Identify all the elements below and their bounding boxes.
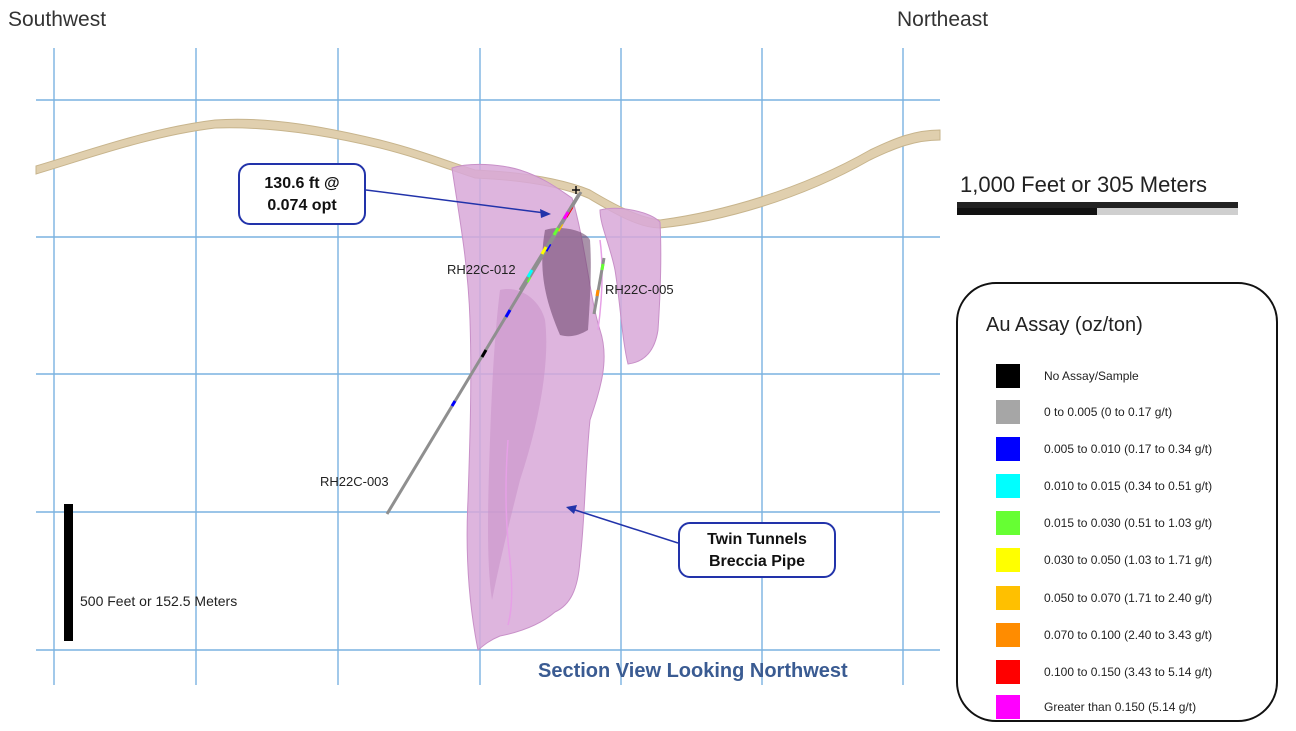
callout-arrow xyxy=(365,189,546,214)
pipe-outline xyxy=(597,239,603,331)
legend-swatch xyxy=(996,474,1020,498)
southwest-label: Southwest xyxy=(8,8,107,31)
legend-label: 0.100 to 0.150 (3.43 to 5.14 g/t) xyxy=(1044,665,1213,679)
legend-label: 0.015 to 0.030 (0.51 to 1.03 g/t) xyxy=(1044,516,1213,530)
pipe-lobe xyxy=(599,207,662,365)
horizontal-scale-label: 1,000 Feet or 305 Meters xyxy=(960,172,1208,197)
callout-arrow xyxy=(571,508,679,544)
legend-label: Greater than 0.150 (5.14 g/t) xyxy=(1044,700,1197,714)
intercept-grade: 0.074 opt xyxy=(267,197,337,214)
legend-label: 0.005 to 0.010 (0.17 to 0.34 g/t) xyxy=(1044,442,1213,456)
legend-swatch xyxy=(996,660,1020,684)
pipe-callout: Twin Tunnels Breccia Pipe xyxy=(678,522,836,578)
pipe-name-line2: Breccia Pipe xyxy=(708,553,806,570)
legend-swatch xyxy=(996,364,1020,388)
horizontal-scale-bar xyxy=(957,202,1238,215)
northeast-label: Northeast xyxy=(897,8,989,31)
assay-legend: Au Assay (oz/ton) No Assay/Sample 0 to 0… xyxy=(956,282,1278,722)
legend-title: Au Assay (oz/ton) xyxy=(986,314,1143,336)
vertical-scale-bar xyxy=(64,504,73,641)
arrowhead-icon xyxy=(566,505,577,514)
legend-label: No Assay/Sample xyxy=(1044,369,1139,383)
legend-swatch xyxy=(996,695,1020,719)
drill-label-rh22c-005: RH22C-005 xyxy=(605,282,674,297)
pipe-outline xyxy=(505,439,513,626)
pipe-name-line1: Twin Tunnels xyxy=(707,531,807,548)
legend-swatch xyxy=(996,623,1020,647)
pipe-shading xyxy=(542,228,591,337)
legend-swatch xyxy=(996,400,1020,424)
legend-swatch xyxy=(996,586,1020,610)
legend-label: 0 to 0.005 (0 to 0.17 g/t) xyxy=(1044,405,1173,419)
legend-label: 0.050 to 0.070 (1.71 to 2.40 g/t) xyxy=(1044,591,1213,605)
drill-assay-ticks xyxy=(526,211,570,278)
drill-label-rh22c-012: RH22C-012 xyxy=(447,262,516,277)
legend-label: 0.010 to 0.015 (0.34 to 0.51 g/t) xyxy=(1044,479,1213,493)
legend-label: 0.030 to 0.050 (1.03 to 1.71 g/t) xyxy=(1044,553,1213,567)
intercept-callout: 130.6 ft @ 0.074 opt xyxy=(238,163,366,225)
drill-assay-ticks xyxy=(595,263,605,297)
legend-label: 0.070 to 0.100 (2.40 to 3.43 g/t) xyxy=(1044,628,1213,642)
drill-collar-icon xyxy=(572,186,580,194)
pipe-shading xyxy=(488,289,547,600)
drill-label-rh22c-003: RH22C-003 xyxy=(320,474,389,489)
vertical-scale-label: 500 Feet or 152.5 Meters xyxy=(80,593,238,609)
legend-swatch xyxy=(996,548,1020,572)
legend-swatch xyxy=(996,511,1020,535)
intercept-length: 130.6 ft @ xyxy=(264,175,340,192)
arrowhead-icon xyxy=(540,209,551,218)
view-title: Section View Looking Northwest xyxy=(538,660,848,682)
legend-swatch xyxy=(996,437,1020,461)
